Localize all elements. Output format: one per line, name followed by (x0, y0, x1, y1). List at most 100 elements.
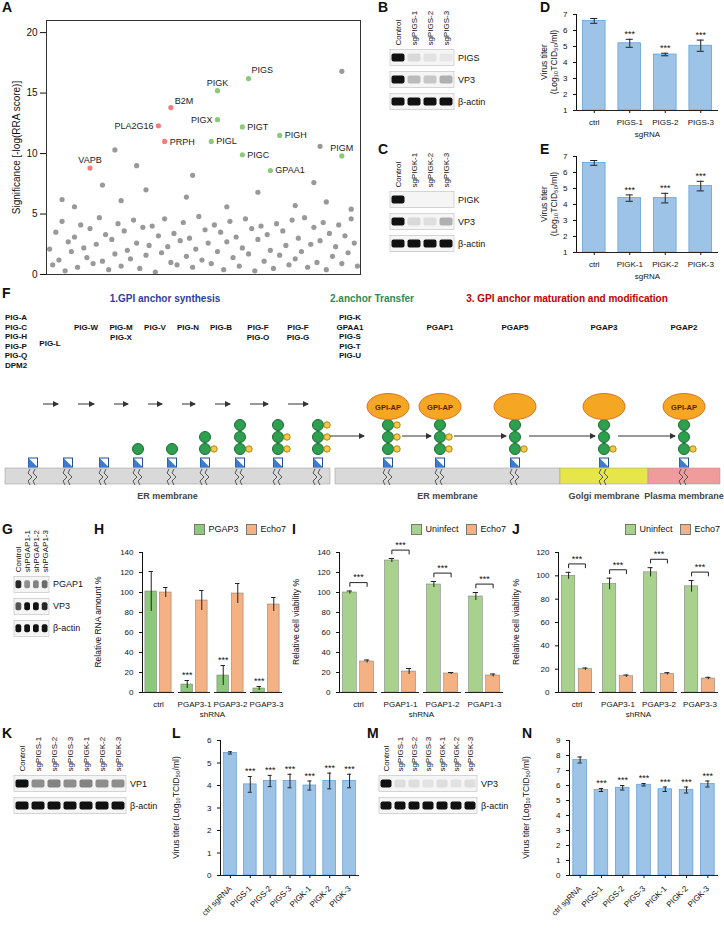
svg-text:4: 4 (207, 781, 212, 790)
svg-text:PIG-X: PIG-X (110, 333, 132, 342)
svg-text:shRNA: shRNA (200, 710, 226, 719)
svg-text:sgPIGK-3: sgPIGK-3 (442, 152, 451, 187)
svg-text:***: *** (695, 30, 706, 40)
svg-text:6: 6 (563, 168, 568, 177)
svg-text:GPAA1: GPAA1 (337, 323, 365, 332)
svg-text:***: *** (681, 777, 692, 787)
svg-text:0: 0 (129, 688, 134, 697)
svg-text:PIGS: PIGS (458, 53, 480, 63)
svg-text:ctrl: ctrl (153, 700, 164, 709)
svg-text:ctrl sgRNA: ctrl sgRNA (200, 884, 234, 918)
svg-text:PGAP3-3: PGAP3-3 (250, 700, 284, 709)
svg-text:2: 2 (563, 232, 568, 241)
svg-text:GPI-AP: GPI-AP (375, 403, 401, 412)
svg-text:sgPIGS-3: sgPIGS-3 (424, 736, 433, 771)
svg-text:15: 15 (26, 87, 38, 98)
svg-text:PIG-H: PIG-H (5, 332, 27, 341)
svg-text:Control: Control (18, 746, 27, 772)
svg-text:PIG-M: PIG-M (109, 323, 132, 332)
svg-text:sgPIGK-1: sgPIGK-1 (410, 152, 419, 187)
svg-text:shPGAP1-2: shPGAP1-2 (32, 530, 41, 573)
svg-text:shPGAP1-1: shPGAP1-1 (23, 530, 32, 573)
svg-text:PIG-P: PIG-P (5, 342, 27, 351)
svg-text:PGAP1-3: PGAP1-3 (468, 700, 502, 709)
svg-text:sgRNA: sgRNA (635, 272, 661, 281)
svg-text:3: 3 (207, 804, 212, 813)
svg-text:PIG-L: PIG-L (39, 339, 60, 348)
svg-text:VAPB: VAPB (78, 155, 101, 165)
svg-text:VP1: VP1 (130, 779, 147, 789)
svg-text:***: *** (639, 773, 650, 783)
svg-text:PIGL: PIGL (216, 136, 237, 146)
svg-text:ctrl: ctrl (589, 260, 600, 269)
svg-text:PIG-N: PIG-N (177, 323, 199, 332)
svg-text:***: *** (324, 763, 335, 773)
svg-text:PIG-F: PIG-F (287, 323, 308, 332)
svg-text:***: *** (305, 771, 316, 781)
svg-text:β-actin: β-actin (458, 97, 485, 107)
svg-text:PGAP3-2: PGAP3-2 (214, 700, 248, 709)
svg-text:0: 0 (556, 871, 561, 880)
svg-text:0: 0 (207, 871, 212, 880)
svg-text:***: *** (613, 560, 624, 570)
svg-text:***: *** (624, 29, 635, 39)
svg-text:PGAP3-1: PGAP3-1 (601, 700, 635, 709)
svg-text:7: 7 (556, 766, 561, 775)
svg-text:Golgi membrane: Golgi membrane (568, 491, 639, 501)
svg-text:100: 100 (317, 588, 331, 597)
svg-text:3. GPI anchor maturation and m: 3. GPI anchor maturation and modificatio… (466, 293, 668, 304)
svg-text:***: *** (353, 572, 364, 582)
svg-text:5: 5 (32, 208, 38, 219)
svg-text:PGAP1: PGAP1 (53, 579, 83, 589)
svg-text:***: *** (703, 771, 714, 781)
svg-text:PIG-A: PIG-A (5, 313, 27, 322)
svg-text:β-actin: β-actin (130, 801, 157, 811)
svg-text:120: 120 (317, 568, 331, 577)
svg-text:4: 4 (563, 58, 568, 67)
svg-text:β-actin: β-actin (481, 801, 508, 811)
svg-text:PIGK-3: PIGK-3 (686, 884, 711, 909)
svg-text:0: 0 (326, 688, 331, 697)
svg-text:PRPH: PRPH (170, 137, 195, 147)
svg-text:7: 7 (563, 10, 568, 19)
svg-text:40: 40 (322, 648, 331, 657)
svg-text:VP3: VP3 (53, 601, 70, 611)
svg-text:PIG-C: PIG-C (5, 323, 27, 332)
svg-text:Significance [-log(RRA score)]: Significance [-log(RRA score)] (11, 81, 22, 215)
svg-text:60: 60 (322, 628, 331, 637)
svg-text:VP3: VP3 (458, 217, 475, 227)
svg-text:sgPIGK-2: sgPIGK-2 (426, 152, 435, 187)
svg-text:20: 20 (125, 668, 134, 677)
svg-text:Control: Control (394, 20, 403, 46)
svg-text:20: 20 (322, 668, 331, 677)
svg-text:5: 5 (563, 184, 568, 193)
svg-text:80: 80 (125, 608, 134, 617)
svg-text:PIG-Q: PIG-Q (5, 351, 28, 360)
svg-text:PIG-F: PIG-F (247, 323, 268, 332)
svg-text:Control: Control (14, 546, 23, 572)
svg-text:4: 4 (556, 811, 561, 820)
svg-text:140: 140 (317, 548, 331, 557)
svg-text:PLA2G16: PLA2G16 (114, 121, 153, 131)
svg-text:PIG-T: PIG-T (339, 342, 360, 351)
svg-text:PIGS-1: PIGS-1 (617, 118, 644, 127)
svg-text:40: 40 (125, 648, 134, 657)
svg-text:PGAP3: PGAP3 (590, 323, 618, 332)
svg-text:***: *** (344, 764, 355, 774)
svg-text:5: 5 (563, 42, 568, 51)
svg-text:ctrl: ctrl (353, 700, 364, 709)
svg-text:100: 100 (120, 588, 134, 597)
svg-text:PGAP3-2: PGAP3-2 (642, 700, 676, 709)
svg-text:PGAP1: PGAP1 (426, 323, 454, 332)
svg-text:sgPIGK-1: sgPIGK-1 (438, 736, 447, 771)
svg-text:***: *** (285, 764, 296, 774)
svg-text:PIGX: PIGX (191, 115, 213, 125)
svg-text:***: *** (617, 775, 628, 785)
svg-text:sgPIGK-2: sgPIGK-2 (98, 736, 107, 771)
svg-text:***: *** (654, 549, 665, 559)
svg-text:PIG-U: PIG-U (339, 351, 361, 360)
svg-text:9: 9 (556, 736, 561, 745)
svg-text:GPI-AP: GPI-AP (671, 403, 697, 412)
svg-text:B2M: B2M (175, 96, 194, 106)
svg-text:PIGS: PIGS (252, 65, 274, 75)
